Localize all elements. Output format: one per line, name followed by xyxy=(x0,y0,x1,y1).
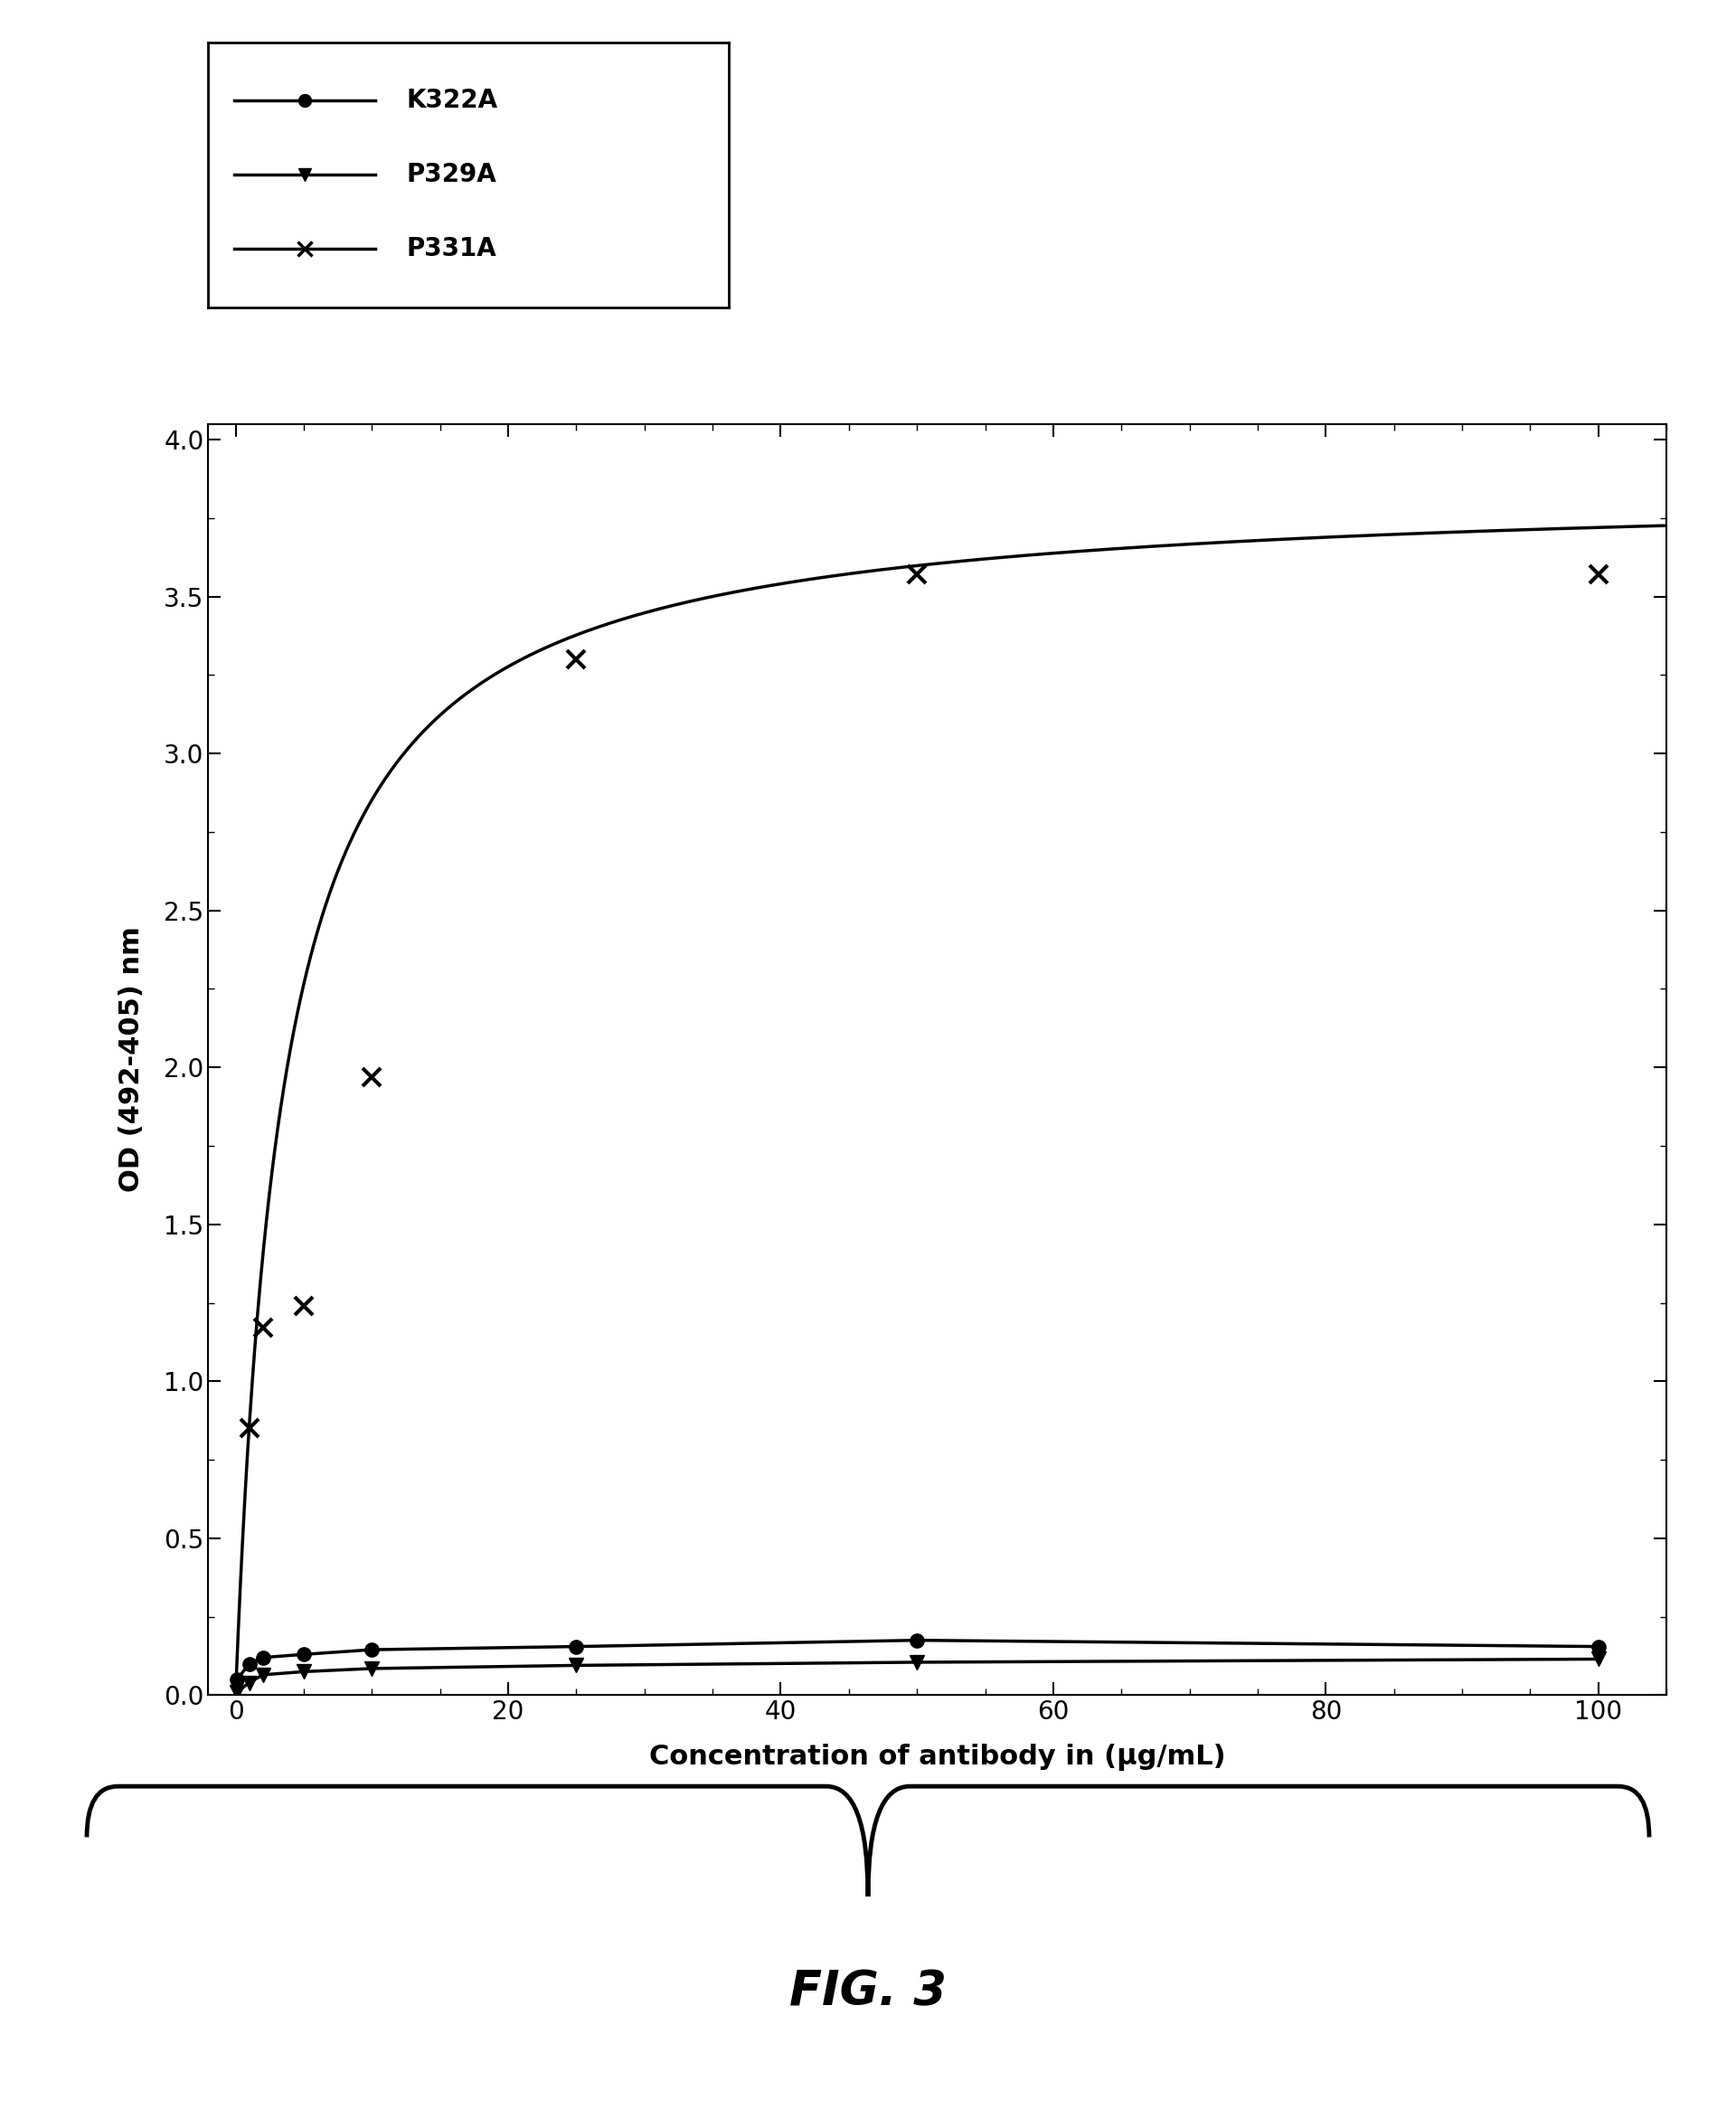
Text: P329A: P329A xyxy=(406,163,496,186)
Y-axis label: OD (492-405) nm: OD (492-405) nm xyxy=(118,926,146,1193)
Text: K322A: K322A xyxy=(406,89,498,112)
X-axis label: Concentration of antibody in (μg/mL): Concentration of antibody in (μg/mL) xyxy=(649,1744,1226,1771)
Text: FIG. 3: FIG. 3 xyxy=(790,1969,946,2015)
Text: P331A: P331A xyxy=(406,237,496,261)
